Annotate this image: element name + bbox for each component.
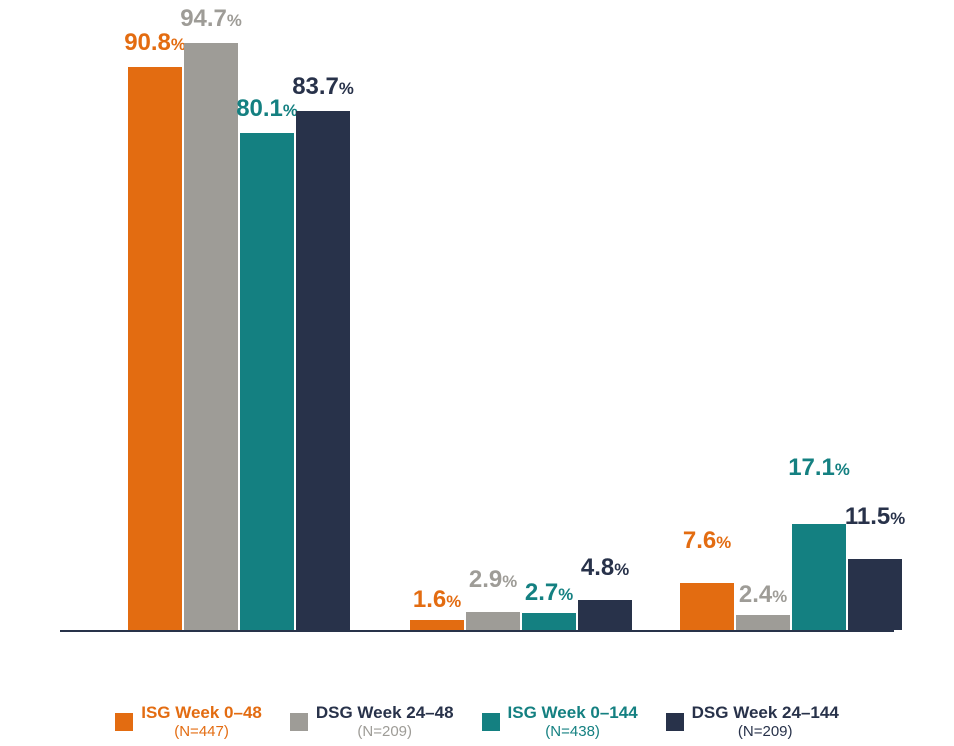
legend-text: DSG Week 24–144(N=209) <box>692 703 839 740</box>
legend: ISG Week 0–48(N=447)DSG Week 24–48(N=209… <box>60 703 894 740</box>
bar: 2.9% <box>466 612 520 630</box>
legend-label: DSG Week 24–144 <box>692 703 839 723</box>
legend-swatch <box>115 713 133 731</box>
legend-text: ISG Week 0–48(N=447) <box>141 703 262 740</box>
bar-value-label: 17.1% <box>788 455 850 480</box>
bar: 83.7% <box>296 111 350 630</box>
bar-rect <box>184 43 238 630</box>
bar-value-label: 2.9% <box>469 567 517 592</box>
legend-item: DSG Week 24–48(N=209) <box>290 703 454 740</box>
percent-icon: % <box>227 11 242 30</box>
percent-icon: % <box>502 572 517 591</box>
bar-value-number: 2.7 <box>525 579 558 606</box>
bar-rect <box>410 620 464 630</box>
bar-rect <box>296 111 350 630</box>
bar-value-label: 83.7% <box>292 74 354 99</box>
bar-value-label: 7.6% <box>683 528 731 553</box>
bar: 7.6% <box>680 583 734 630</box>
bar-value-label: 2.7% <box>525 580 573 605</box>
bar-value-label: 11.5% <box>845 504 905 529</box>
bar-value-label: 1.6% <box>413 587 461 612</box>
bar-value-number: 1.6 <box>413 586 446 613</box>
bar-value-number: 83.7 <box>292 73 339 100</box>
bar-value-number: 80.1 <box>236 95 283 122</box>
legend-n: (N=209) <box>316 723 454 740</box>
bar-value-label: 90.8% <box>124 30 186 55</box>
percent-icon: % <box>446 592 461 611</box>
legend-swatch <box>290 713 308 731</box>
bar-value-number: 11.5 <box>845 503 890 530</box>
bar-group: 90.8%94.7%80.1%83.7% <box>128 43 350 630</box>
bar-rect <box>792 524 846 630</box>
bar: 2.4% <box>736 615 790 630</box>
bar-rect <box>128 67 182 630</box>
legend-swatch <box>666 713 684 731</box>
bar-value-number: 7.6 <box>683 527 716 554</box>
bar: 80.1% <box>240 133 294 630</box>
legend-text: DSG Week 24–48(N=209) <box>316 703 454 740</box>
bar-rect <box>466 612 520 630</box>
bar: 2.7% <box>522 613 576 630</box>
legend-n: (N=447) <box>141 723 262 740</box>
legend-swatch <box>482 713 500 731</box>
bar-group: 7.6%2.4%17.1%11.5% <box>680 524 902 630</box>
bar: 1.6% <box>410 620 464 630</box>
legend-item: ISG Week 0–144(N=438) <box>482 703 638 740</box>
percent-icon: % <box>558 585 573 604</box>
legend-text: ISG Week 0–144(N=438) <box>508 703 638 740</box>
bar-value-number: 2.4 <box>739 581 772 608</box>
legend-label: ISG Week 0–48 <box>141 703 262 723</box>
bar: 4.8% <box>578 600 632 630</box>
bar-value-label: 80.1% <box>236 96 298 121</box>
legend-item: ISG Week 0–48(N=447) <box>115 703 262 740</box>
bar-rect <box>736 615 790 630</box>
legend-n: (N=209) <box>692 723 839 740</box>
bar-value-number: 90.8 <box>124 29 171 56</box>
bar-value-number: 4.8 <box>581 554 614 581</box>
bar-rect <box>578 600 632 630</box>
bar: 17.1% <box>792 524 846 630</box>
bar-rect <box>522 613 576 630</box>
bar: 11.5% <box>848 559 902 630</box>
percent-icon: % <box>835 460 850 479</box>
bar-value-number: 17.1 <box>788 454 835 481</box>
bar-group: 1.6%2.9%2.7%4.8% <box>410 600 632 630</box>
legend-n: (N=438) <box>508 723 638 740</box>
percent-icon: % <box>772 587 787 606</box>
bar-rect <box>680 583 734 630</box>
percent-icon: % <box>614 560 629 579</box>
bar-value-label: 94.7% <box>180 6 242 31</box>
bar-value-number: 94.7 <box>180 5 227 32</box>
percent-icon: % <box>890 509 905 528</box>
legend-item: DSG Week 24–144(N=209) <box>666 703 839 740</box>
bar-value-number: 2.9 <box>469 566 502 593</box>
chart-area: 90.8%94.7%80.1%83.7%1.6%2.9%2.7%4.8%7.6%… <box>60 10 894 632</box>
bar: 94.7% <box>184 43 238 630</box>
legend-label: ISG Week 0–144 <box>508 703 638 723</box>
percent-icon: % <box>339 79 354 98</box>
bar-value-label: 2.4% <box>739 582 787 607</box>
bar: 90.8% <box>128 67 182 630</box>
percent-icon: % <box>716 533 731 552</box>
bar-rect <box>240 133 294 630</box>
bar-rect <box>848 559 902 630</box>
legend-label: DSG Week 24–48 <box>316 703 454 723</box>
bar-value-label: 4.8% <box>581 555 629 580</box>
